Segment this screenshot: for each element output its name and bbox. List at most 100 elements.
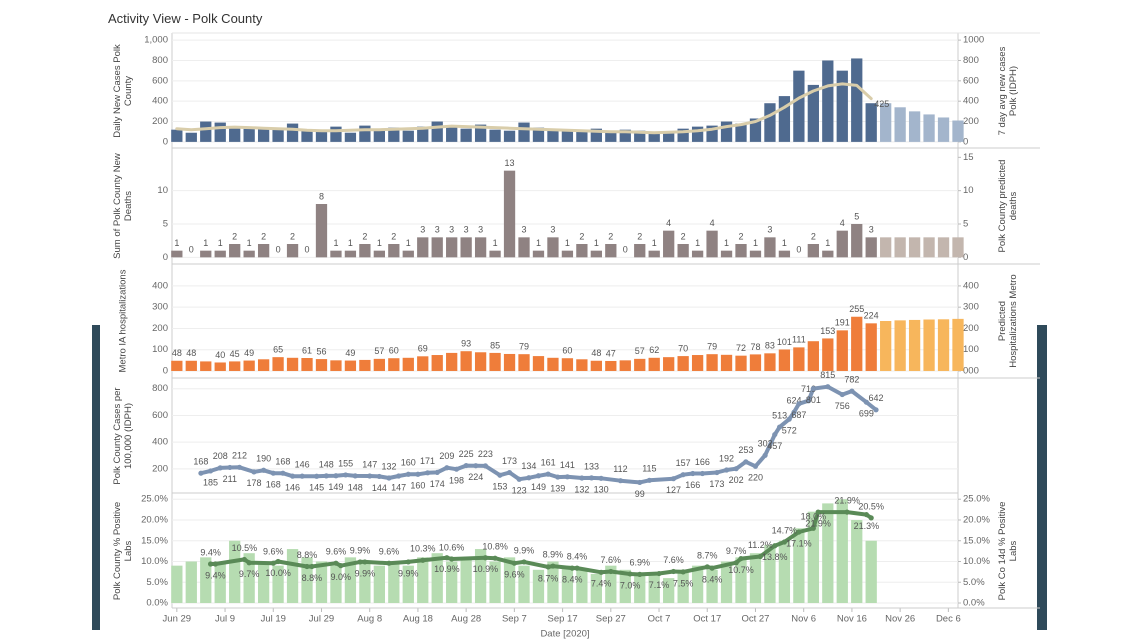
- bar: [605, 360, 617, 371]
- data-label: 1: [724, 238, 729, 248]
- bar: [286, 244, 299, 258]
- bar: [937, 117, 950, 142]
- data-label: 83: [765, 341, 775, 351]
- y-axis-title: Polk County % Positive Labs: [112, 501, 134, 600]
- line-point: [362, 559, 368, 565]
- bar: [720, 561, 733, 604]
- data-label: 1: [406, 238, 411, 248]
- y2-axis-title: 7 day avg new cases Polk (IDPH): [997, 46, 1019, 135]
- bar: [619, 360, 631, 371]
- data-label: 1: [536, 238, 541, 248]
- line-point: [555, 474, 561, 480]
- data-label: 171: [420, 456, 435, 466]
- data-label: 3: [522, 225, 527, 235]
- data-label: 146: [285, 483, 300, 493]
- line-point: [415, 471, 421, 477]
- line-point: [743, 459, 749, 465]
- x-tick-label: Aug 18: [403, 614, 433, 625]
- line-point: [550, 563, 556, 569]
- data-label: 61: [302, 345, 312, 355]
- bar: [822, 503, 834, 604]
- data-label: 3: [550, 225, 555, 235]
- data-label: 49: [244, 348, 254, 358]
- data-label: 224: [864, 311, 879, 321]
- line-point: [772, 543, 778, 549]
- bar: [764, 103, 776, 142]
- y-tick-label: 400: [152, 437, 168, 448]
- y2-tick-label: 25.0%: [963, 494, 990, 505]
- data-label: 141: [560, 460, 575, 470]
- data-label: 148: [348, 482, 363, 492]
- data-label: 10.7%: [728, 565, 754, 575]
- x-tick-label: Nov 6: [791, 614, 816, 625]
- x-tick-label: Sep 7: [502, 614, 527, 625]
- line-point: [386, 560, 392, 566]
- y2-tick-label: 400: [963, 96, 979, 107]
- bar: [851, 316, 863, 371]
- bar: [547, 561, 559, 604]
- frame-edge: [1037, 325, 1047, 630]
- data-label: 72: [736, 343, 746, 353]
- line-point: [275, 558, 281, 565]
- bar: [677, 569, 689, 604]
- line-point: [810, 525, 816, 531]
- bar: [402, 130, 414, 142]
- data-label: 3: [767, 225, 772, 235]
- bar: [735, 355, 747, 371]
- line-point: [535, 473, 542, 479]
- line-point: [791, 409, 797, 415]
- data-label: 166: [685, 480, 700, 490]
- data-label: 2: [362, 231, 367, 241]
- y2-axis-title: Predicted Hospitalizations Metro: [997, 274, 1019, 368]
- y2-tick-label: 300: [963, 302, 979, 313]
- bar: [634, 244, 646, 258]
- data-label: 192: [719, 453, 734, 463]
- bar: [388, 244, 400, 258]
- bar: [605, 244, 617, 258]
- line-point: [574, 565, 580, 571]
- bar: [778, 540, 791, 604]
- data-label: 10.9%: [434, 564, 460, 574]
- bar: [243, 128, 255, 142]
- data-label: 7.0%: [620, 580, 641, 590]
- data-label: 190: [256, 454, 271, 464]
- line-point: [598, 569, 604, 575]
- data-label: 3: [435, 225, 440, 235]
- line-point: [868, 515, 874, 521]
- data-label: 8.9%: [543, 549, 564, 559]
- bar: [431, 237, 443, 258]
- line-point: [849, 388, 855, 394]
- bar: [286, 123, 299, 142]
- y2-tick-label: 000: [963, 365, 979, 376]
- bar: [359, 125, 371, 142]
- y-tick-label: 100: [152, 344, 168, 355]
- line-point: [405, 559, 411, 565]
- data-label: 149: [328, 482, 343, 492]
- line-point: [246, 560, 252, 566]
- data-label: 572: [782, 426, 797, 436]
- line-point: [646, 477, 652, 483]
- data-label: 687: [791, 410, 806, 420]
- data-label: 2: [637, 231, 642, 241]
- bar: [923, 114, 935, 142]
- bar: [460, 351, 472, 371]
- bar: [417, 557, 429, 604]
- dashboard-title: Activity View - Polk County: [108, 11, 263, 26]
- bar: [851, 58, 863, 142]
- data-label: 209: [439, 451, 454, 461]
- data-label: 132: [574, 484, 589, 494]
- data-label: 145: [309, 483, 324, 493]
- line-point: [772, 431, 778, 438]
- line-point: [241, 556, 247, 563]
- data-label: 48: [591, 348, 601, 358]
- data-label: 1: [377, 238, 382, 248]
- bar: [388, 561, 400, 604]
- line-point: [280, 470, 286, 476]
- data-label: 699: [859, 409, 874, 419]
- line-point: [449, 556, 455, 562]
- bar: [344, 250, 357, 258]
- x-tick-label: Jul 19: [261, 614, 286, 625]
- frame-edge: [92, 325, 100, 630]
- bar: [446, 561, 458, 604]
- bar: [474, 352, 487, 371]
